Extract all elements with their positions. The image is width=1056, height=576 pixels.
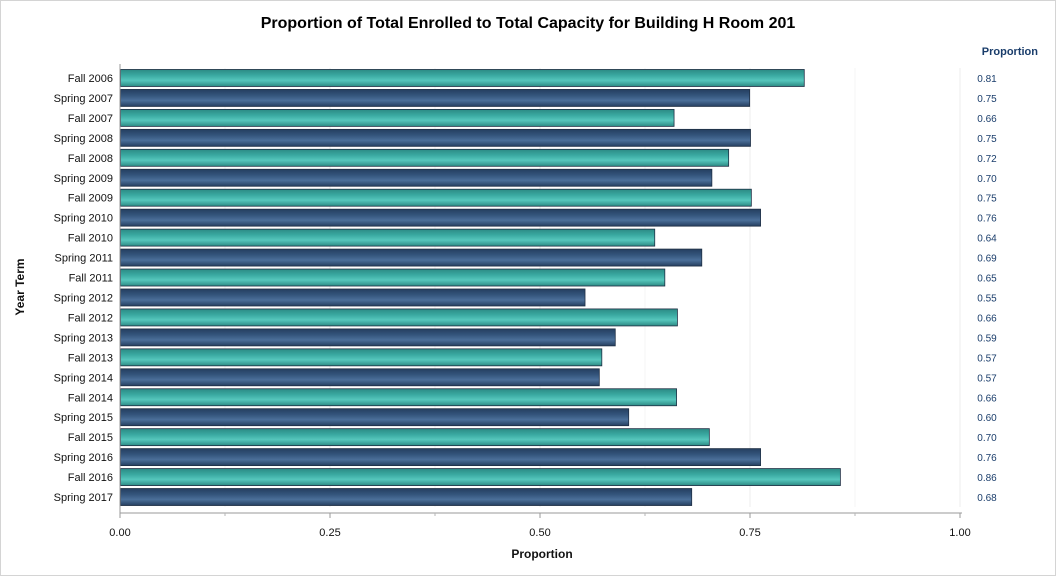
category-label: Spring 2009 bbox=[54, 173, 113, 185]
value-label: 0.81 bbox=[977, 74, 997, 85]
bar bbox=[120, 308, 678, 327]
value-label: 0.75 bbox=[977, 134, 997, 145]
category-label: Fall 2016 bbox=[68, 472, 113, 484]
bar bbox=[120, 228, 656, 247]
category-label: Fall 2013 bbox=[68, 352, 113, 364]
chart-title: Proportion of Total Enrolled to Total Ca… bbox=[261, 15, 796, 32]
value-label: 0.64 bbox=[977, 234, 997, 245]
axes bbox=[119, 64, 962, 514]
value-label: 0.60 bbox=[977, 413, 997, 424]
value-label: 0.65 bbox=[977, 274, 997, 285]
value-label: 0.55 bbox=[977, 293, 997, 304]
category-label: Spring 2015 bbox=[54, 412, 113, 424]
y-axis-title: Year Term bbox=[13, 258, 27, 315]
x-tick-label: 0.25 bbox=[319, 527, 340, 539]
category-label: Spring 2011 bbox=[54, 253, 113, 265]
value-label: 0.68 bbox=[977, 493, 997, 504]
bar bbox=[120, 69, 805, 87]
value-label: 0.76 bbox=[977, 214, 997, 225]
bar bbox=[120, 128, 751, 147]
category-label: Spring 2017 bbox=[54, 492, 113, 504]
bar bbox=[120, 288, 586, 307]
category-label: Spring 2014 bbox=[54, 372, 113, 384]
value-label: 0.75 bbox=[977, 194, 997, 205]
bar bbox=[120, 328, 616, 347]
category-label: Spring 2013 bbox=[54, 332, 113, 344]
bar bbox=[120, 268, 666, 287]
bar bbox=[120, 408, 630, 427]
bar bbox=[120, 89, 751, 107]
value-label: 0.75 bbox=[977, 94, 997, 105]
bar bbox=[120, 148, 730, 167]
category-label: Fall 2015 bbox=[68, 432, 113, 444]
bar bbox=[120, 488, 693, 506]
value-label: 0.86 bbox=[977, 473, 997, 484]
bar bbox=[120, 348, 603, 367]
category-label: Fall 2012 bbox=[68, 312, 113, 324]
category-label: Fall 2011 bbox=[69, 273, 113, 285]
value-label: 0.66 bbox=[977, 313, 997, 324]
value-label: 0.70 bbox=[977, 174, 997, 185]
category-label: Spring 2008 bbox=[54, 133, 113, 145]
bar bbox=[120, 108, 675, 127]
x-axis-ticks: 0.00 0.25 0.50 0.75 1.00 bbox=[109, 513, 971, 539]
bar bbox=[120, 468, 841, 486]
value-labels: 0.81 0.75 0.66 0.75 0.72 0.70 0.75 0.76 0.64 0.69… bbox=[977, 74, 997, 504]
value-label: 0.57 bbox=[977, 373, 997, 384]
value-label: 0.59 bbox=[977, 333, 997, 344]
value-label: 0.66 bbox=[977, 393, 997, 404]
category-label: Fall 2006 bbox=[68, 73, 113, 85]
value-label: 0.70 bbox=[977, 433, 997, 444]
bars bbox=[120, 69, 841, 506]
value-column-header: Proportion bbox=[982, 46, 1038, 58]
value-label: 0.66 bbox=[977, 114, 997, 125]
category-label: Spring 2007 bbox=[54, 93, 113, 105]
bar bbox=[120, 388, 677, 407]
bar bbox=[120, 368, 600, 387]
value-label: 0.57 bbox=[977, 353, 997, 364]
category-label: Fall 2008 bbox=[68, 153, 113, 165]
value-label: 0.69 bbox=[977, 254, 997, 265]
category-label: Fall 2009 bbox=[68, 193, 113, 205]
category-label: Fall 2010 bbox=[68, 233, 113, 245]
category-label: Spring 2016 bbox=[54, 452, 113, 464]
bar bbox=[120, 168, 713, 187]
x-tick-label: 1.00 bbox=[949, 527, 970, 539]
category-label: Fall 2014 bbox=[68, 392, 113, 404]
bar bbox=[120, 208, 761, 227]
bar bbox=[120, 428, 710, 447]
x-tick-label: 0.75 bbox=[739, 527, 760, 539]
x-axis-title: Proportion bbox=[511, 547, 572, 561]
x-tick-label: 0.50 bbox=[529, 527, 550, 539]
category-label: Fall 2007 bbox=[68, 113, 113, 125]
bar bbox=[120, 188, 752, 207]
value-label: 0.72 bbox=[977, 154, 997, 165]
x-tick-label: 0.00 bbox=[109, 527, 130, 539]
y-axis-categories: Fall 2006 Spring 2007 Fall 2007 Spring 2008… bbox=[54, 73, 113, 504]
value-label: 0.76 bbox=[977, 453, 997, 464]
bar bbox=[120, 248, 703, 267]
category-label: Spring 2012 bbox=[54, 292, 113, 304]
bar bbox=[120, 448, 761, 467]
category-label: Spring 2010 bbox=[54, 213, 113, 225]
